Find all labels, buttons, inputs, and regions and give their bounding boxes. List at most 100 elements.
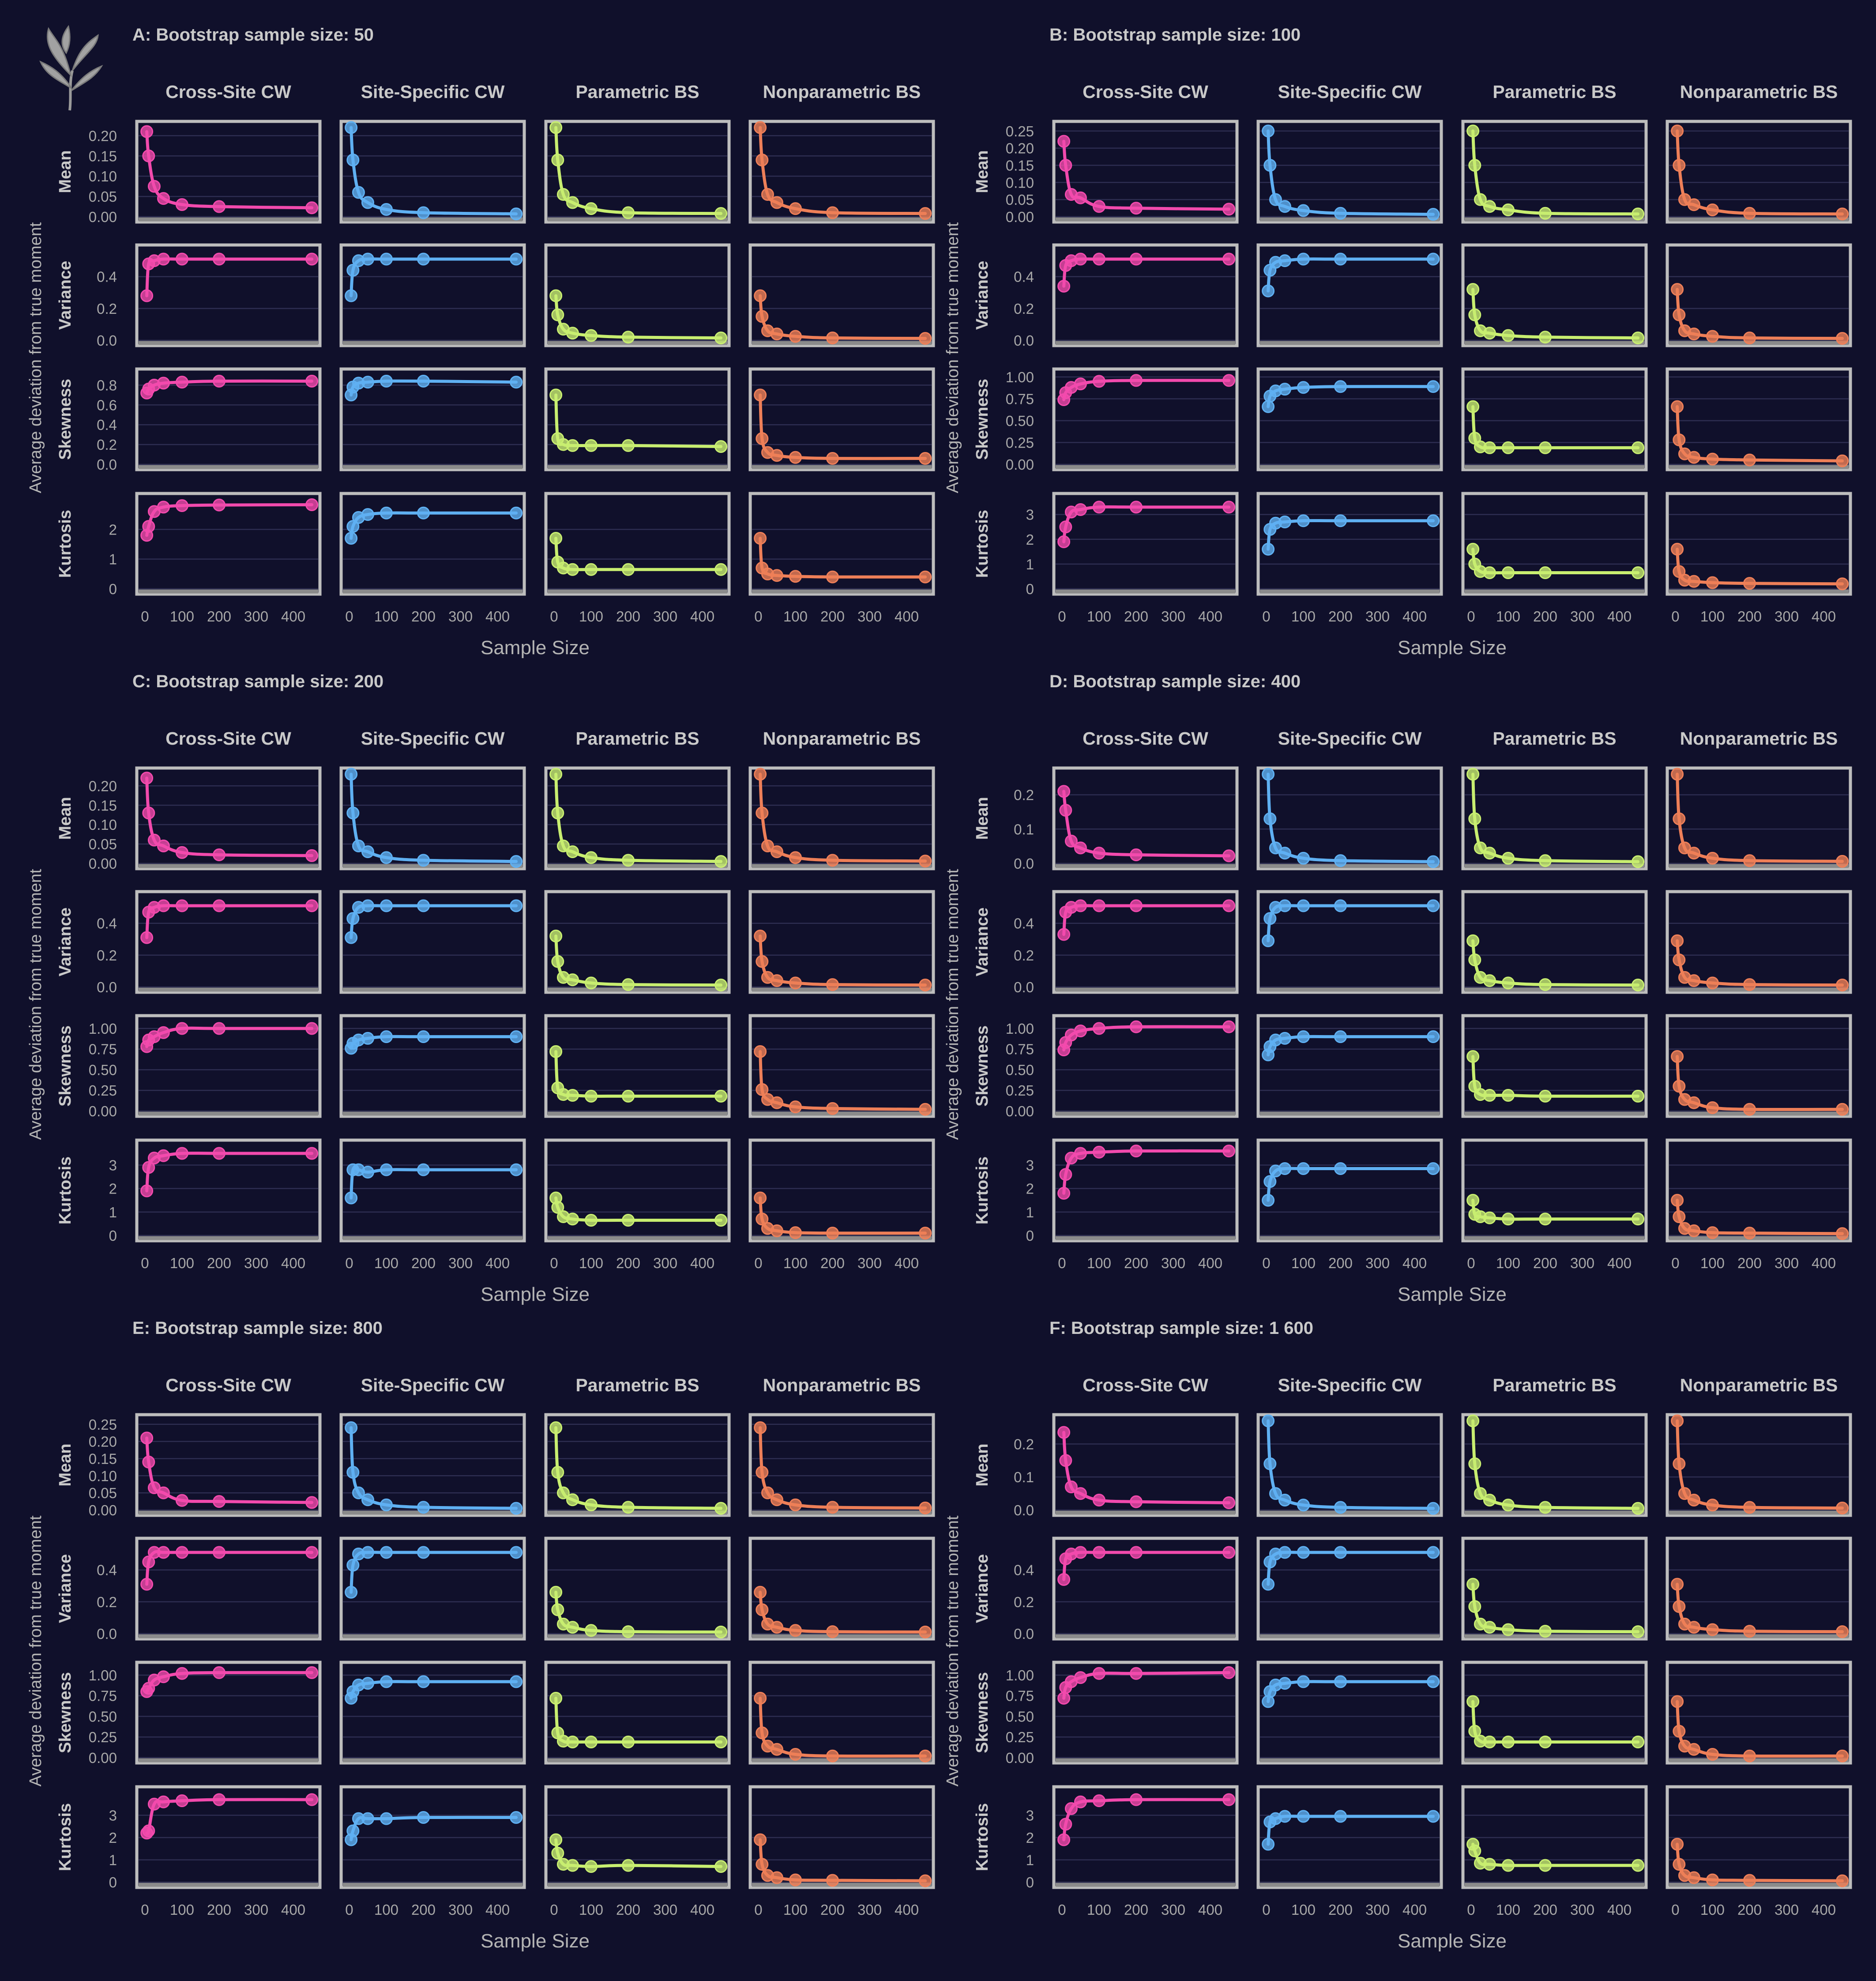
data-point — [510, 1811, 523, 1824]
data-point — [1501, 851, 1515, 865]
y-tick-label: 0.00 — [1006, 1103, 1034, 1119]
data-point — [826, 452, 839, 465]
data-point — [1074, 1795, 1087, 1808]
data-point — [157, 192, 170, 205]
data-point — [1427, 208, 1440, 221]
facet-row-label: Kurtosis — [56, 510, 75, 578]
y-tick-label: 0 — [1026, 1874, 1034, 1891]
data-point — [1836, 1103, 1849, 1116]
data-point — [1671, 1578, 1684, 1591]
data-point — [1057, 1691, 1071, 1705]
data-point — [1483, 1858, 1496, 1871]
facet-strip-label: Parametric BS — [1493, 728, 1616, 749]
data-point — [1483, 327, 1496, 340]
y-tick-label: 0.00 — [89, 1103, 117, 1119]
data-point — [1671, 1194, 1684, 1207]
data-point — [175, 1494, 188, 1507]
data-point — [305, 374, 319, 388]
data-point — [212, 1022, 226, 1035]
data-point — [714, 1860, 728, 1873]
data-point — [1297, 1030, 1310, 1043]
data-point — [919, 1501, 932, 1514]
x-tick-label: 200 — [1328, 608, 1353, 625]
chart-block: B: Bootstrap sample size: 100 Cross-Site … — [944, 25, 1852, 659]
data-point — [1483, 1494, 1496, 1507]
data-point — [1673, 953, 1686, 967]
facet-panel — [1461, 1537, 1648, 1641]
data-point — [1687, 847, 1700, 860]
data-point — [584, 439, 598, 452]
data-point — [789, 851, 802, 864]
data-point — [1427, 1810, 1440, 1823]
x-axis-title: Sample Size — [481, 637, 590, 659]
facet-row-label: Kurtosis — [56, 1156, 75, 1224]
data-point — [566, 563, 579, 576]
data-point — [1466, 1050, 1480, 1063]
data-point — [549, 930, 563, 943]
y-tick-label: 0.1 — [1014, 821, 1034, 837]
data-point — [551, 308, 564, 321]
data-point — [1466, 542, 1480, 556]
y-tick-label: 0.4 — [97, 269, 117, 285]
data-point — [1687, 575, 1700, 588]
data-point — [551, 1201, 564, 1214]
facet-strip-label: Nonparametric BS — [1680, 1375, 1838, 1395]
data-point — [510, 1502, 523, 1515]
data-point — [826, 854, 839, 867]
data-point — [919, 207, 932, 220]
y-tick-label: 0.2 — [97, 437, 117, 453]
facet-strip-label: Parametric BS — [575, 1375, 699, 1395]
facet-row-label: Mean — [56, 150, 75, 193]
data-point — [1269, 1487, 1282, 1500]
data-point — [566, 1859, 579, 1872]
data-point — [1262, 1838, 1275, 1851]
data-point — [380, 1030, 393, 1043]
data-point — [1222, 849, 1236, 862]
data-point — [714, 855, 728, 868]
panel-frame — [1052, 1537, 1239, 1641]
facet-row-label: Variance — [973, 1554, 992, 1623]
data-point — [761, 839, 774, 852]
x-tick-label: 100 — [1291, 1255, 1316, 1271]
y-tick-label: 0.50 — [1006, 1708, 1034, 1725]
data-point — [1092, 847, 1105, 860]
x-tick-label: 0 — [141, 608, 149, 625]
x-tick-label: 100 — [1496, 608, 1520, 625]
data-point — [157, 1795, 170, 1808]
data-point — [345, 931, 358, 944]
x-tick-label: 400 — [1198, 608, 1222, 625]
x-tick-label: 400 — [1198, 1902, 1222, 1918]
data-point — [1427, 855, 1440, 868]
data-point — [361, 376, 374, 389]
data-point — [1262, 1578, 1275, 1591]
data-point — [1706, 203, 1719, 216]
data-point — [157, 1026, 170, 1039]
panel-frame — [1461, 890, 1648, 994]
facet-panel — [135, 367, 322, 471]
data-point — [1538, 978, 1552, 991]
data-point — [1687, 1224, 1700, 1237]
data-point — [1466, 1695, 1480, 1708]
data-point — [1483, 200, 1496, 213]
data-point — [1278, 1032, 1291, 1045]
data-point — [1673, 1600, 1686, 1613]
facet-panel — [135, 243, 322, 347]
data-point — [1334, 854, 1347, 867]
data-point — [584, 329, 598, 342]
facet-strip-label: Cross-Site CW — [1083, 1375, 1208, 1395]
data-point — [1297, 514, 1310, 527]
data-point — [621, 439, 635, 452]
data-point — [417, 1811, 430, 1824]
x-tick-label: 400 — [281, 1902, 305, 1918]
data-point — [919, 1749, 932, 1763]
x-tick-label: 0 — [1671, 608, 1679, 625]
x-tick-label: 0 — [1058, 1255, 1066, 1271]
x-tick-label: 100 — [1700, 1255, 1725, 1271]
data-point — [1836, 855, 1849, 868]
data-point — [346, 153, 360, 166]
facet-panel — [1052, 766, 1239, 870]
data-point — [826, 331, 839, 345]
facet-panel — [748, 1537, 935, 1641]
y-tick-label: 0.2 — [1014, 301, 1034, 317]
